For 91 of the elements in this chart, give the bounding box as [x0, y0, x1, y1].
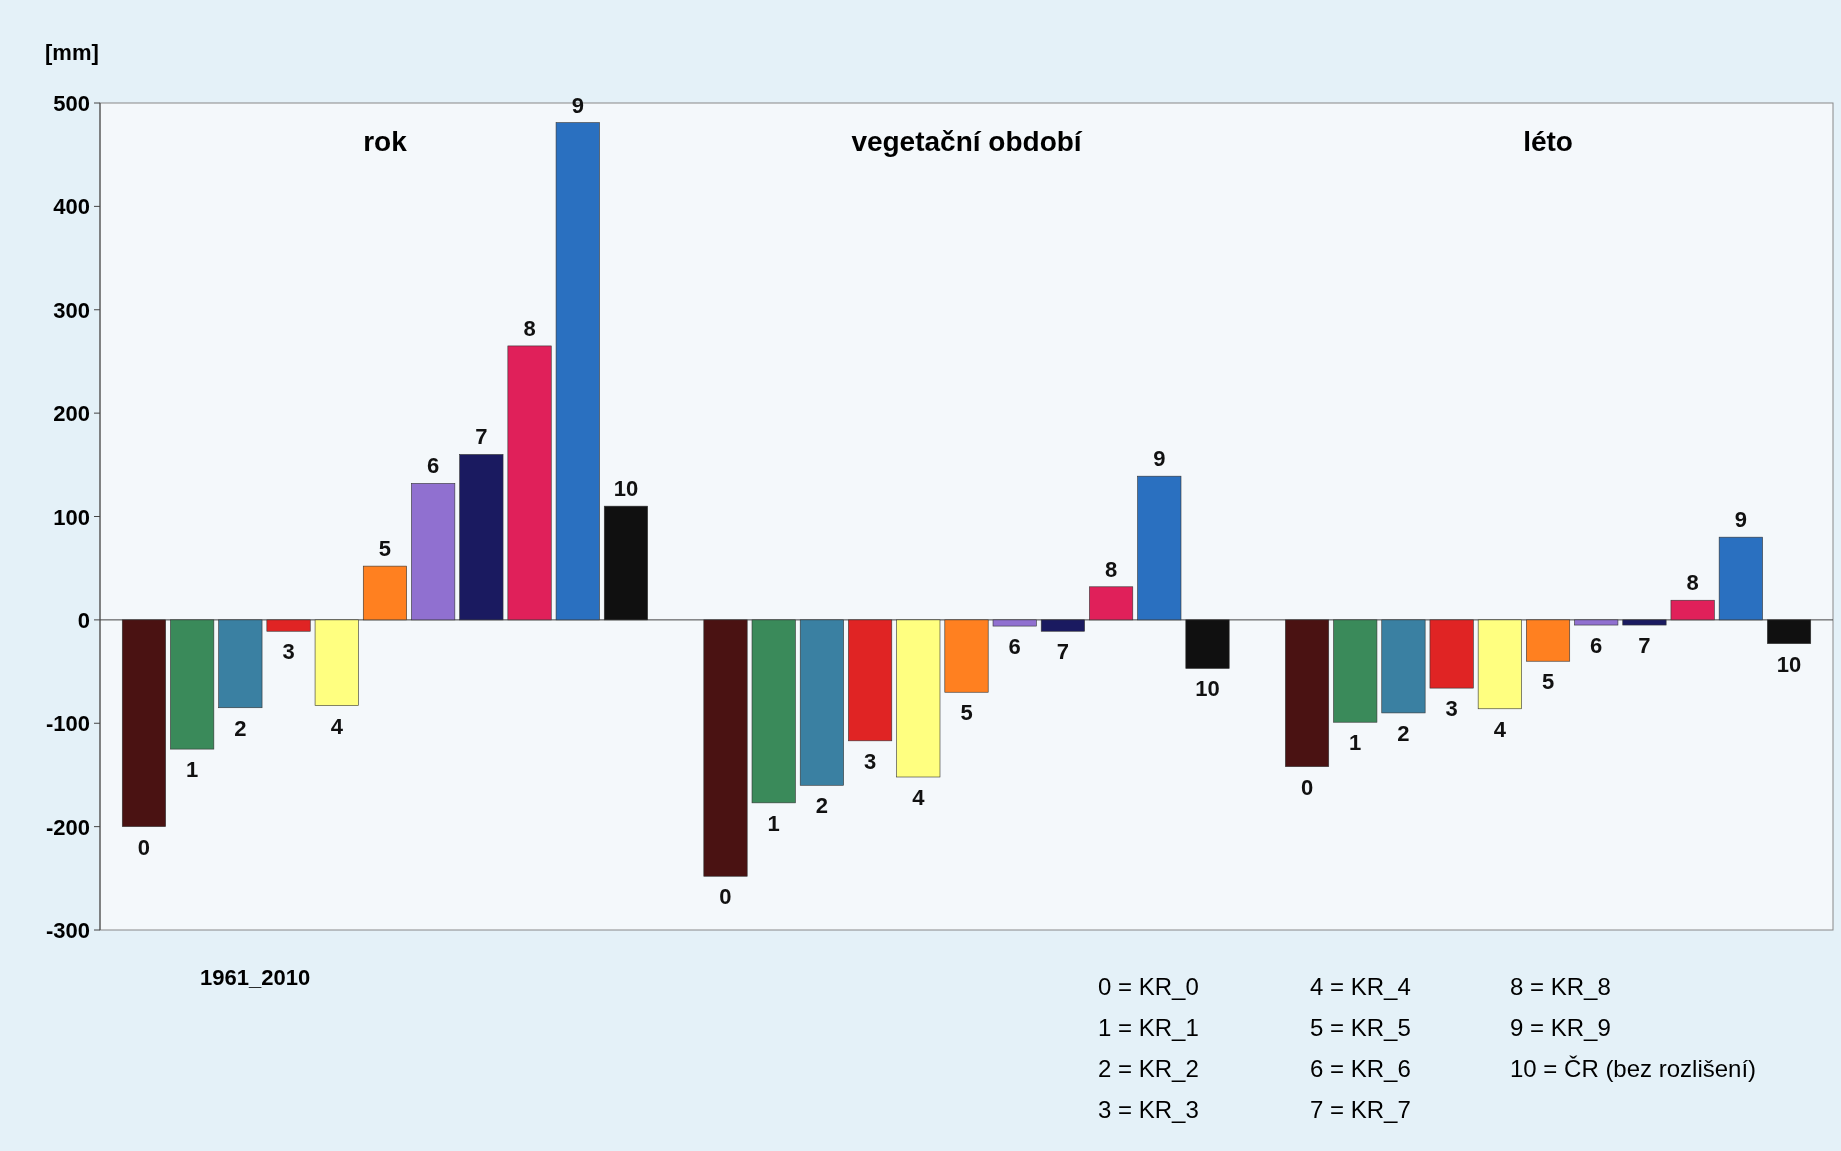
bar: [1718, 536, 1763, 621]
text: 2: [1397, 720, 1410, 746]
series-label: 0: [719, 884, 732, 910]
y-tick-label: -100: [45, 711, 90, 737]
bar: [703, 619, 748, 877]
bar: [266, 619, 311, 632]
bar: [848, 619, 893, 742]
series-label: 3: [282, 639, 295, 665]
bar: [218, 619, 263, 709]
x-tick-label: vegetační období: [851, 126, 1083, 157]
text: 3: [863, 748, 877, 774]
bar: [121, 619, 166, 827]
text: 4: [912, 785, 925, 811]
series-label: 8: [523, 315, 536, 341]
text: 6: [1590, 633, 1603, 659]
bar: [1767, 619, 1812, 644]
bar: [1477, 619, 1522, 710]
bar: [1381, 619, 1426, 714]
text: 5 = KR_5: [1310, 1014, 1411, 1041]
y-axis-title: [mm]: [45, 40, 99, 65]
bar: [992, 619, 1037, 627]
text: 8: [1104, 556, 1118, 582]
text: 7: [1638, 633, 1651, 659]
text: 2: [815, 793, 829, 819]
text: 3: [1445, 696, 1458, 722]
series-label: 1: [186, 757, 199, 783]
bar: [362, 565, 407, 621]
bar: [1670, 599, 1715, 621]
bar: [799, 619, 844, 786]
y-tick-label: 200: [53, 401, 90, 427]
y-tick-label: 500: [53, 91, 90, 116]
text: 6 = KR_6: [1310, 1055, 1411, 1082]
text: 1 = KR_1: [1098, 1014, 1199, 1041]
bar: [1526, 619, 1571, 662]
text: 9 = KR_9: [1510, 1014, 1611, 1041]
text: 1: [767, 810, 780, 836]
bar: [896, 619, 941, 778]
series-label: 6: [427, 453, 440, 479]
text: 4: [1493, 716, 1506, 742]
bar: [1574, 619, 1619, 626]
text: 0 = KR_0: [1098, 973, 1199, 1000]
text: 0: [137, 834, 151, 860]
text: 4 = KR_4: [1310, 973, 1411, 1000]
text: 1961_2010: [200, 965, 311, 990]
x-tick-label: léto: [1523, 126, 1573, 157]
bar: [1185, 619, 1230, 669]
y-tick-label: 400: [53, 194, 90, 220]
bar: [1622, 619, 1667, 626]
text: 8: [1686, 570, 1699, 596]
series-label: 7: [475, 424, 488, 450]
bar: [1089, 586, 1134, 621]
x-tick-label: rok: [363, 126, 408, 157]
bar: [411, 483, 456, 621]
bar: [459, 454, 504, 621]
series-label: 10: [613, 476, 639, 502]
text: 3 = KR_3: [1098, 1096, 1199, 1123]
bar: [1285, 619, 1330, 767]
bar: [1040, 619, 1085, 632]
bar: [507, 345, 552, 621]
text: 0: [1300, 774, 1314, 800]
bar: [1429, 619, 1474, 689]
bar: [1137, 475, 1182, 621]
text: 1: [1349, 730, 1362, 756]
bar: [944, 619, 989, 693]
bar: [1333, 619, 1378, 723]
series-label: 4: [330, 713, 344, 739]
series-label: 9: [571, 92, 584, 118]
bar: [751, 619, 796, 804]
bar: [170, 619, 215, 750]
y-tick-label: 100: [53, 504, 90, 530]
y-tick-label: 300: [53, 297, 90, 323]
text: 10: [1195, 676, 1220, 702]
text: 10 = ČR (bez rozlišení): [1510, 1055, 1757, 1082]
text: 8 = KR_8: [1510, 973, 1611, 1000]
text: 7: [1056, 639, 1070, 665]
text: 5: [1541, 669, 1555, 695]
series-label: 2: [234, 715, 247, 741]
y-tick-label: -200: [45, 814, 90, 840]
y-tick-label: -300: [45, 918, 90, 943]
series-label: 5: [378, 536, 392, 562]
text: 5: [960, 700, 973, 726]
text: 9: [1153, 446, 1166, 472]
bar: [555, 122, 600, 621]
text: 6: [1008, 634, 1021, 660]
bar: [314, 619, 359, 706]
text: 2 = KR_2: [1098, 1055, 1199, 1082]
y-tick-label: 0: [77, 607, 90, 633]
text: 10: [1776, 651, 1802, 677]
bar: [603, 505, 648, 621]
text: 7 = KR_7: [1310, 1096, 1411, 1123]
text: 9: [1734, 507, 1747, 533]
